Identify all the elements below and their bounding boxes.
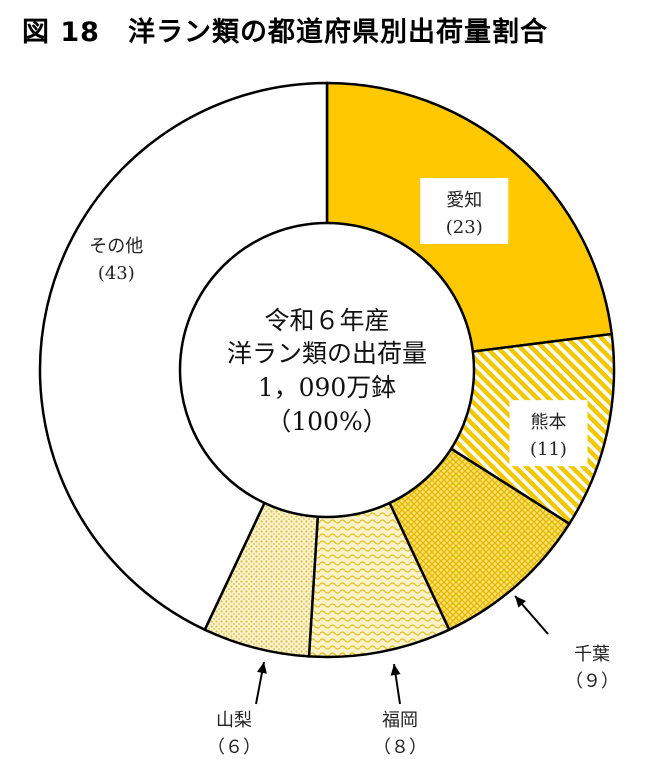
slice-label-other: その他 (89, 236, 143, 257)
slice-label-chiba: 千葉 (574, 644, 610, 665)
slice-label-kumamoto: 熊本 (530, 412, 566, 433)
slice-label-fukuoka: 福岡 (382, 710, 418, 731)
slice-value-aichi: (23) (446, 217, 483, 238)
chart-title: 図 18 洋ラン類の都道府県別出荷量割合 (22, 17, 548, 48)
arrow-head-icon (257, 662, 267, 674)
slice-value-yamanashi: （６） (207, 737, 261, 758)
slice-value-other: (43) (98, 263, 135, 284)
slice-label-yamanashi: 山梨 (216, 710, 252, 731)
label-box-kumamoto (509, 400, 588, 467)
arrow-head-icon (390, 664, 401, 676)
donut-hole (178, 221, 476, 519)
slice-value-fukuoka: （８） (373, 737, 427, 758)
slice-label-aichi: 愛知 (446, 190, 482, 211)
center-text-line: 令和６年産 (264, 306, 389, 335)
center-text-line: （100%） (266, 407, 387, 436)
label-box-aichi (420, 177, 509, 244)
arrow-head-icon (515, 596, 526, 608)
slice-value-kumamoto: (11) (530, 439, 567, 460)
center-text-line: 洋ラン類の出荷量 (227, 339, 427, 368)
slice-value-chiba: （９） (565, 671, 619, 692)
center-text-line: 1，090万鉢 (258, 373, 397, 402)
